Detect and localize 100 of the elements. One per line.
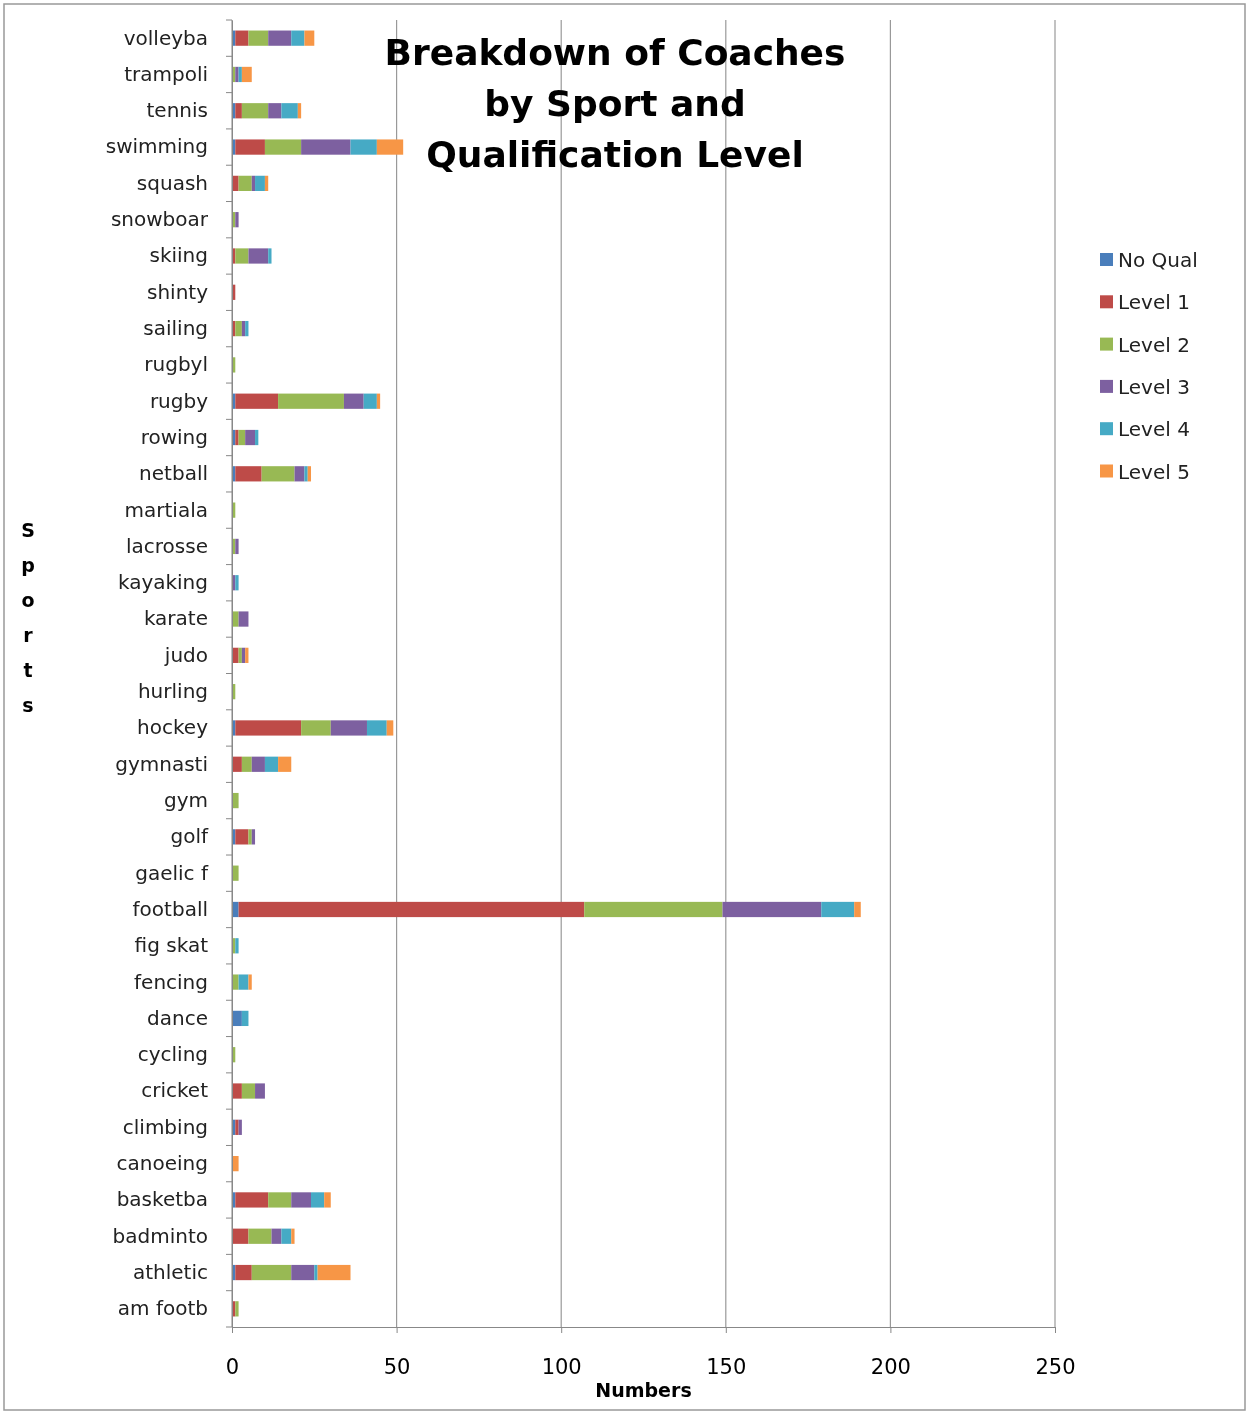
y-tick-label: swimming: [105, 134, 208, 159]
bar: [376, 139, 404, 155]
y-tick-label: sailing: [143, 316, 208, 340]
bar: [255, 429, 259, 446]
bar: [235, 720, 302, 736]
x-tick-label: 150: [706, 1354, 747, 1379]
legend-label: Level 2: [1118, 332, 1190, 357]
bar: [235, 320, 242, 337]
y-tick-label: canoeing: [116, 1151, 208, 1176]
bar: [278, 393, 344, 409]
bar: [255, 175, 265, 191]
bar: [330, 720, 367, 736]
bar: [232, 865, 239, 881]
bar: [268, 1192, 292, 1208]
bar: [241, 320, 246, 337]
bar: [363, 393, 377, 409]
bar: [376, 393, 381, 409]
y-tick-label: karate: [143, 606, 208, 631]
bar: [241, 66, 252, 83]
bar: [241, 756, 252, 772]
bar: [235, 248, 249, 264]
bar: [317, 1264, 351, 1281]
bar: [238, 611, 249, 627]
bar: [366, 720, 387, 736]
bar: [248, 829, 252, 845]
bar: [251, 829, 256, 845]
bar: [268, 103, 282, 119]
bar: [281, 103, 298, 119]
y-tick-label: football: [132, 896, 208, 921]
bar: [241, 647, 246, 663]
y-tick-label: fig skat: [134, 933, 209, 958]
bar: [238, 429, 246, 446]
bar: [238, 901, 585, 918]
y-tick-label: am footb: [117, 1296, 208, 1321]
bar: [235, 393, 279, 409]
bar: [268, 248, 272, 264]
bar: [232, 792, 239, 809]
y-tick-label: snowboar: [110, 207, 209, 232]
bar: [238, 175, 252, 191]
y-tick-label: rowing: [140, 424, 208, 449]
bar: [722, 901, 822, 918]
bar: [291, 1228, 295, 1244]
bar: [291, 1264, 315, 1281]
text: Breakdown of Coaches by Sport and Qualification Level: [384, 32, 846, 175]
bar: [241, 1010, 249, 1027]
x-axis-title: Numbers: [595, 1379, 692, 1401]
y-tick-label: cricket: [141, 1078, 209, 1103]
bar: [291, 1192, 312, 1208]
y-tick-label: judo: [163, 642, 208, 667]
y-tick-label: dance: [147, 1005, 208, 1030]
bar: [343, 393, 364, 409]
bar: [264, 175, 269, 191]
bar: [232, 1156, 239, 1172]
y-tick-label: shinty: [146, 279, 209, 304]
bar: [350, 139, 377, 155]
bar: [245, 647, 249, 663]
x-tick-label: 0: [225, 1354, 240, 1379]
bar: [238, 974, 249, 990]
legend-label: Level 3: [1118, 374, 1190, 399]
y-tick-label: hurling: [137, 679, 208, 704]
y-tick-label: cycling: [137, 1042, 208, 1067]
y-tick-label: netball: [139, 461, 208, 486]
bar: [232, 901, 239, 918]
y-tick-label: skiing: [149, 243, 208, 268]
y-tick-label: volleyba: [123, 25, 208, 50]
bar: [264, 756, 279, 772]
bar: [235, 466, 262, 482]
legend-label: No Qual: [1118, 248, 1198, 272]
bar: [386, 720, 394, 736]
bar: [251, 175, 256, 191]
legend-label: Level 1: [1118, 290, 1190, 315]
x-tick-label: 250: [1035, 1354, 1076, 1379]
bar: [248, 974, 252, 990]
y-tick-label: fencing: [134, 969, 208, 994]
y-tick-label: climbing: [122, 1114, 208, 1139]
bar: [248, 30, 269, 46]
y-tick-label: rugby: [149, 388, 209, 413]
bar: [245, 429, 256, 446]
bar: [264, 139, 302, 155]
y-axis-title: Sports: [21, 519, 35, 716]
bar: [232, 1228, 249, 1244]
bar: [245, 320, 249, 337]
bar: [584, 901, 723, 918]
bar: [235, 829, 249, 845]
y-tick-label: tennis: [146, 98, 208, 123]
legend-label: Level 5: [1118, 459, 1190, 484]
y-tick-label: squash: [136, 170, 208, 195]
bar: [307, 466, 312, 482]
bar: [238, 647, 242, 663]
bar: [297, 103, 302, 119]
bar: [301, 139, 351, 155]
bar: [314, 1264, 318, 1281]
y-tick-label: martiala: [124, 497, 208, 522]
y-tick-label: hockey: [137, 715, 209, 740]
x-tick-label: 200: [870, 1354, 911, 1379]
y-tick-label: athletic: [132, 1259, 208, 1284]
bar: [235, 1264, 252, 1281]
bar: [241, 103, 269, 119]
y-tick-label: rugbyl: [144, 352, 208, 377]
y-tick-label: trampoli: [124, 61, 208, 86]
